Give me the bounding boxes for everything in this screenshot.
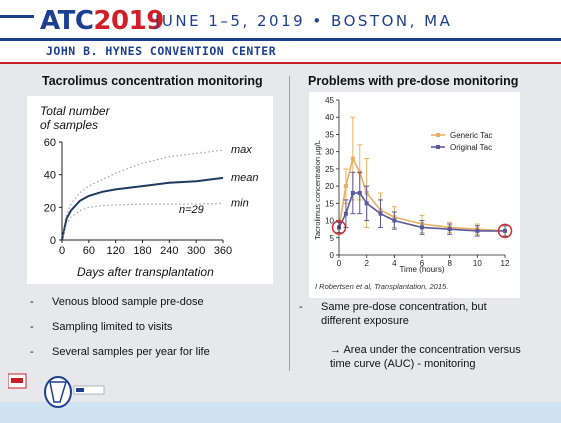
chart1-series-label-min: min xyxy=(231,197,249,209)
chart2-xlabel: Time (hours) xyxy=(399,265,444,274)
chart2-x-tick-label: 0 xyxy=(337,259,342,268)
chart1-annotation: n=29 xyxy=(179,204,204,216)
chart2-point-original-tac xyxy=(364,201,369,206)
chart2-legend-marker-generic-tac xyxy=(436,133,440,137)
chart2-y-tick-label: 20 xyxy=(325,182,334,191)
chart1-x-tick-label: 60 xyxy=(83,245,95,257)
chart1-x-tick-label: 120 xyxy=(106,245,124,257)
chart2-point-generic-tac xyxy=(343,184,348,189)
chart2-x-tick-label: 6 xyxy=(420,259,425,268)
chart2-point-original-tac xyxy=(378,211,383,216)
chart2-y-tick-label: 25 xyxy=(325,165,334,174)
left-title: Tacrolimus concentration monitoring xyxy=(42,74,263,88)
chart2-y-tick-label: 5 xyxy=(330,234,335,243)
concentration-chart: Tacrolimus concentration µg/L 0 2 4 6 8 10 12 0… xyxy=(313,96,513,291)
footer-band xyxy=(0,402,561,423)
chart1-x-tick-label: 240 xyxy=(160,245,178,257)
column-divider xyxy=(289,76,290,371)
list-item: - Same pre-dose concentration, but differ… xyxy=(299,301,487,327)
chart1-y-tick-label: 40 xyxy=(44,170,56,182)
concentration-chart-panel: Tacrolimus concentration µg/L 0 2 4 6 8 10 12 0… xyxy=(309,92,520,298)
chart2-y-tick-label: 0 xyxy=(330,251,335,260)
chart1-y-tick-label: 60 xyxy=(44,137,56,149)
chart2-legend-label-generic-tac: Generic Tac xyxy=(450,131,493,140)
chart1-x-tick-label: 0 xyxy=(59,245,65,257)
right-bullets: - Same pre-dose concentration, but differ… xyxy=(299,300,529,341)
chart1-x-tick-label: 180 xyxy=(133,245,151,257)
chart1-y-tick-label: 0 xyxy=(50,235,56,247)
chart2-legend-label-original-tac: Original Tac xyxy=(450,143,492,152)
society-logos xyxy=(8,373,105,408)
chart1-series-label-max: max xyxy=(231,144,252,156)
logo-bar xyxy=(0,15,34,18)
chart2-point-original-tac xyxy=(392,218,397,223)
chart2-point-original-tac xyxy=(350,191,355,195)
chart2-highlight-circle xyxy=(497,223,513,239)
samples-chart: Total number of samples 0 60 120 180 240 300 3… xyxy=(40,104,259,279)
chart1-series-max xyxy=(61,149,224,241)
chart2-highlight-circle xyxy=(331,220,347,235)
chart1-ylabel-line2: of samples xyxy=(40,118,98,132)
logo-year: 2019 xyxy=(93,6,164,36)
chart2-legend: Generic Tac Original Tac xyxy=(431,131,493,152)
list-item: - Sampling limited to visits xyxy=(30,321,173,333)
logo-atc: ATC xyxy=(40,6,94,36)
chart2-x-tick-label: 10 xyxy=(473,259,482,268)
right-title: Problems with pre-dose monitoring xyxy=(308,74,519,88)
chart2-point-original-tac xyxy=(420,225,424,230)
chart2-y-tick-label: 35 xyxy=(325,130,334,139)
header-banner: ATC2019 JUNE 1–5, 2019 • BOSTON, MA JOHN… xyxy=(0,0,561,64)
chart1-ylabel-line1: Total number xyxy=(40,104,111,118)
left-bullets: - Venous blood sample pre-dose - Sampling … xyxy=(30,296,210,371)
chart2-point-original-tac xyxy=(343,211,348,216)
list-item: - Venous blood sample pre-dose xyxy=(30,296,204,308)
chart1-xlabel: Days after transplantation xyxy=(77,265,214,279)
chart2-y-tick-label: 45 xyxy=(325,96,334,105)
chart2-point-original-tac xyxy=(447,227,452,232)
chart2-x-tick-label: 2 xyxy=(364,259,369,268)
auc-note: → Area under the concentration versus ti… xyxy=(330,344,521,370)
chart1-y-tick-label: 20 xyxy=(44,202,56,214)
header-rule-red xyxy=(0,62,561,64)
chart2-point-original-tac xyxy=(357,191,362,195)
chart1-x-tick-label: 360 xyxy=(214,245,232,257)
chart2-point-generic-tac xyxy=(350,156,355,161)
chart2-ylabel: Tacrolimus concentration µg/L xyxy=(313,140,322,240)
atc-logo: ATC2019 xyxy=(40,8,164,34)
chart1-series-label-mean: mean xyxy=(231,172,259,184)
chart2-y-tick-label: 15 xyxy=(325,199,334,208)
chart2-x-tick-label: 4 xyxy=(392,259,397,268)
chart1-series-mean xyxy=(61,176,224,241)
header-rule-blue xyxy=(0,38,561,41)
chart2-point-original-tac xyxy=(503,228,507,233)
chart2-legend-marker-original-tac xyxy=(436,145,440,149)
chart1-x-tick-label: 300 xyxy=(187,245,205,257)
chart2-y-tick-label: 30 xyxy=(325,148,334,157)
citation: I Robertsen et al, Transplantation, 2015… xyxy=(315,282,448,291)
conference-dates: JUNE 1–5, 2019 • BOSTON, MA xyxy=(155,12,453,30)
venue-name: JOHN B. HYNES CONVENTION CENTER xyxy=(46,44,277,58)
chart2-x-tick-label: 8 xyxy=(447,259,452,268)
chart2-y-tick-label: 40 xyxy=(325,113,334,122)
chart2-x-tick-label: 12 xyxy=(501,259,510,268)
samples-chart-panel: Total number of samples 0 60 120 180 240 300 3… xyxy=(27,96,273,284)
chart2-y-tick-label: 10 xyxy=(325,217,334,226)
list-item: - Several samples per year for life xyxy=(30,346,210,358)
chart2-point-original-tac xyxy=(475,228,480,233)
